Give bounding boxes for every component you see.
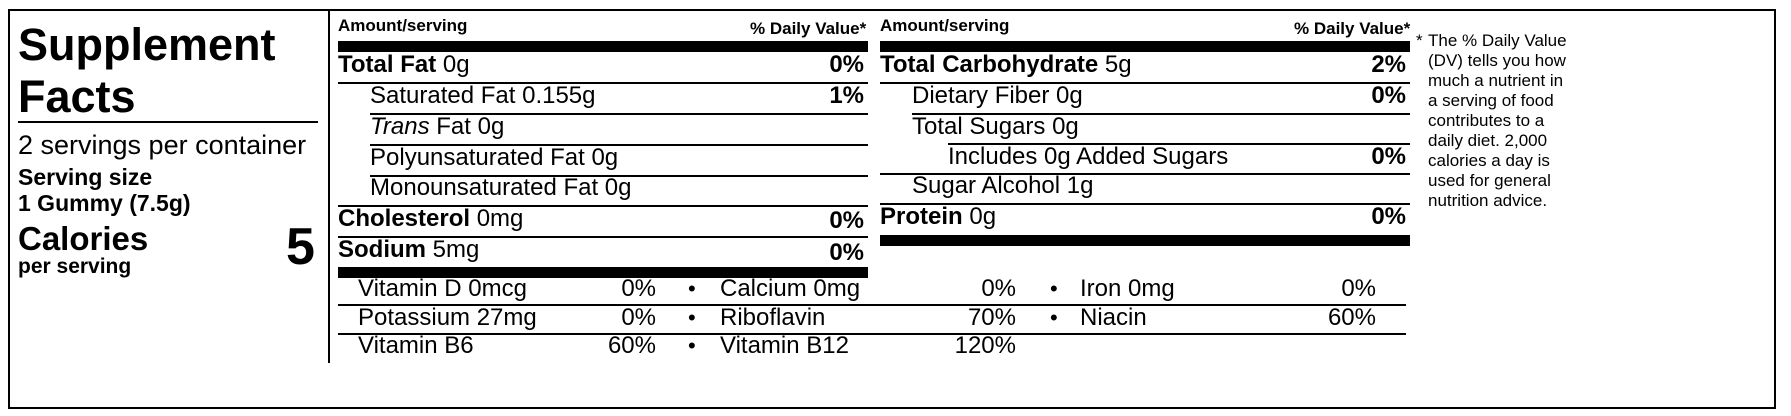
row-monounsaturated-fat: Monounsaturated Fat 0g (370, 174, 632, 201)
left-rule (370, 175, 868, 177)
footnote-star: * (1416, 31, 1423, 50)
left-rule (338, 82, 868, 84)
row-saturated-fat: Saturated Fat 0.155g (370, 82, 596, 109)
vitamin-d: Vitamin D 0mcg (358, 275, 527, 302)
serving-size-value: 1 Gummy (7.5g) (18, 190, 191, 216)
bullet: • (688, 333, 696, 358)
niacin: Niacin (1080, 304, 1147, 331)
footnote-line: nutrition advice. (1428, 191, 1548, 210)
vitamin-b6: Vitamin B6 (358, 332, 474, 359)
left-rule (370, 113, 868, 115)
left-rule (370, 144, 868, 146)
calcium: Calcium 0mg (720, 275, 861, 302)
right-dv-header: % Daily Value* (1294, 19, 1411, 38)
right-rule (948, 143, 1410, 145)
dv-sodium: 0% (829, 239, 864, 266)
iron: Iron 0mg (1080, 275, 1175, 302)
bullet: • (1050, 276, 1058, 301)
row-trans-fat: Trans Fat 0g (370, 113, 505, 140)
footnote-line: The % Daily Value (1428, 31, 1567, 50)
footnote-line: calories a day is (1428, 151, 1550, 170)
row-total-fat: Total Fat 0g (338, 51, 470, 78)
dv-saturated-fat: 1% (829, 82, 864, 109)
dv-dietary-fiber: 0% (1371, 82, 1406, 109)
row-dietary-fiber: Dietary Fiber 0g (912, 82, 1083, 109)
row-protein: Protein 0g (880, 203, 997, 230)
vitamin-rule (338, 304, 1406, 306)
calories-label: Calories (18, 220, 149, 257)
footnote-line: much a nutrient in (1428, 71, 1564, 90)
left-rule (338, 205, 868, 207)
vitamin-d-dv: 0% (621, 275, 656, 302)
row-total-sugars: Total Sugars 0g (912, 113, 1079, 140)
niacin-dv: 60% (1327, 304, 1376, 331)
right-rule (880, 203, 1410, 205)
vitamin-b12: Vitamin B12 (720, 332, 849, 359)
left-rule (338, 236, 868, 238)
bullet: • (688, 305, 696, 330)
left-dv-header: % Daily Value* (750, 19, 867, 38)
left-thick-bar-top (338, 41, 868, 52)
right-rule (912, 113, 1410, 115)
vitamin-rule (338, 333, 1406, 335)
calories-sub: per serving (18, 255, 132, 278)
row-sodium: Sodium 5mg (338, 236, 480, 263)
iron-dv: 0% (1341, 275, 1376, 302)
left-amount-header: Amount/serving (338, 16, 468, 35)
footnote-line: contributes to a (1428, 111, 1545, 130)
calcium-dv: 0% (981, 275, 1016, 302)
bullet: • (688, 276, 696, 301)
right-rule (880, 82, 1410, 84)
right-thick-bar-bottom (880, 235, 1410, 246)
dv-protein: 0% (1371, 203, 1406, 230)
row-polyunsaturated-fat: Polyunsaturated Fat 0g (370, 144, 619, 171)
vitamin-b12-dv: 120% (954, 332, 1016, 359)
dv-added-sugars: 0% (1371, 143, 1406, 170)
title-line-2: Facts (18, 71, 136, 122)
calories-value: 5 (286, 218, 315, 276)
potassium: Potassium 27mg (358, 304, 537, 331)
row-sugar-alcohol: Sugar Alcohol 1g (912, 172, 1094, 199)
bullet: • (1050, 305, 1058, 330)
supplement-facts-label: Supplement Facts 2 servings per containe… (8, 9, 1776, 409)
riboflavin: Riboflavin (720, 304, 826, 331)
footnote-line: (DV) tells you how (1428, 51, 1566, 70)
dv-cholesterol: 0% (829, 207, 864, 234)
serving-size-label: Serving size (18, 164, 153, 190)
right-rule (880, 173, 1410, 175)
left-thick-bar-bottom (338, 267, 868, 278)
row-cholesterol: Cholesterol 0mg (338, 205, 524, 232)
vitamin-b6-dv: 60% (607, 332, 656, 359)
riboflavin-dv: 70% (967, 304, 1016, 331)
right-amount-header: Amount/serving (880, 16, 1010, 35)
potassium-dv: 0% (621, 304, 656, 331)
servings-per-container: 2 servings per container (18, 130, 307, 160)
right-thick-bar-top (880, 41, 1410, 52)
title-divider (18, 121, 318, 123)
dv-total-carbohydrate: 2% (1371, 51, 1406, 78)
row-added-sugars: Includes 0g Added Sugars (948, 143, 1229, 170)
footnote-text: The % Daily Value (DV) tells you how muc… (1428, 31, 1578, 211)
row-total-carbohydrate: Total Carbohydrate 5g (880, 51, 1132, 78)
title-line-1: Supplement (18, 19, 276, 70)
footnote-line: a serving of food (1428, 91, 1554, 110)
footnote-line: daily diet. 2,000 (1428, 131, 1548, 150)
panel-divider (328, 11, 330, 363)
footnote-line: used for general (1428, 171, 1551, 190)
dv-total-fat: 0% (829, 51, 864, 78)
